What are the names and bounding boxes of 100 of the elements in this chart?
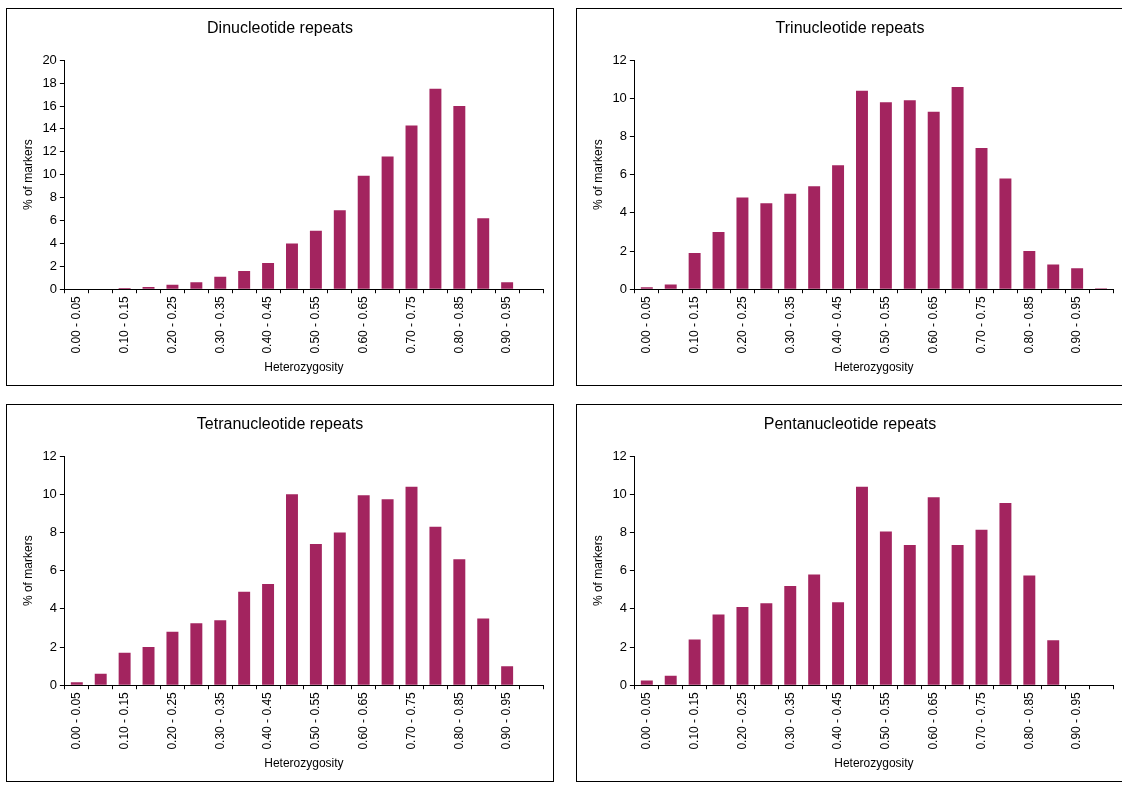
x-tick-label: 0.90 - 0.95	[1069, 295, 1084, 354]
x-tick-label: 0.60 - 0.65	[356, 295, 371, 354]
x-tick-label: 0.60 - 0.65	[926, 295, 941, 354]
bar	[142, 647, 155, 685]
bar	[1047, 640, 1060, 685]
bar	[664, 675, 677, 685]
x-tick-label: 0.70 - 0.75	[973, 691, 988, 750]
y-tick-label: 12	[42, 447, 57, 463]
bar	[309, 230, 322, 289]
y-tick-label: 4	[49, 235, 57, 250]
bar	[879, 531, 892, 685]
bar	[190, 282, 203, 289]
bar	[856, 486, 868, 685]
bar	[214, 620, 227, 685]
bar	[381, 499, 394, 685]
bar	[94, 673, 107, 685]
bar	[760, 603, 773, 685]
bar	[927, 111, 940, 289]
x-tick-label: 0.70 - 0.75	[403, 691, 418, 750]
x-axis-title: Heterozygosity	[264, 756, 344, 771]
bar	[309, 543, 322, 685]
bar	[903, 544, 916, 685]
y-tick-label: 4	[619, 600, 627, 616]
bar	[879, 102, 892, 289]
x-tick-label: 0.90 - 0.95	[499, 691, 514, 750]
bar	[736, 606, 749, 685]
x-axis-title: Heterozygosity	[264, 360, 344, 375]
x-tick-label: 0.70 - 0.75	[973, 295, 988, 354]
y-tick-label: 6	[49, 212, 57, 228]
y-tick-label: 0	[619, 676, 627, 692]
x-tick-label: 0.80 - 0.85	[1021, 295, 1036, 354]
bar	[712, 614, 725, 685]
y-tick-label: 6	[619, 166, 627, 182]
bar	[262, 584, 275, 685]
bar	[286, 494, 298, 685]
bar	[808, 186, 821, 289]
y-tick-label: 6	[49, 562, 57, 578]
bar	[405, 486, 418, 685]
x-tick-label: 0.40 - 0.45	[260, 295, 275, 354]
bar	[736, 197, 749, 289]
y-tick-label: 12	[612, 447, 627, 463]
x-tick-label: 0.20 - 0.25	[734, 295, 749, 354]
y-axis-title: % of markers	[20, 535, 35, 607]
chart-title: Pentanucleotide repeats	[763, 415, 937, 433]
bar	[214, 276, 227, 289]
x-tick-label: 0.30 - 0.35	[212, 691, 227, 750]
bar	[784, 585, 797, 685]
y-tick-label: 0	[619, 280, 627, 296]
bar	[975, 529, 988, 685]
bar	[712, 231, 725, 289]
bar	[501, 666, 514, 685]
x-tick-label: 0.80 - 0.85	[451, 691, 466, 750]
bar	[999, 502, 1012, 685]
bar	[166, 631, 179, 685]
x-tick-label: 0.40 - 0.45	[830, 295, 845, 354]
bar	[903, 100, 916, 289]
y-tick-label: 2	[49, 257, 57, 273]
bar	[190, 623, 203, 685]
bar	[688, 639, 701, 685]
bar	[501, 282, 514, 289]
bar	[453, 106, 466, 289]
y-tick-label: 2	[619, 638, 627, 654]
y-tick-label: 8	[619, 524, 627, 540]
bar	[832, 165, 845, 289]
x-tick-label: 0.00 - 0.05	[639, 691, 654, 750]
bar	[262, 262, 275, 289]
y-tick-label: 18	[42, 74, 57, 90]
bar	[333, 532, 346, 685]
x-axis-title: Heterozygosity	[834, 756, 914, 771]
bar	[1071, 268, 1084, 289]
x-tick-label: 0.30 - 0.35	[212, 295, 227, 354]
bar	[477, 618, 490, 685]
chart-title: Dinucleotide repeats	[207, 19, 353, 37]
x-tick-label: 0.40 - 0.45	[260, 691, 275, 750]
bar	[760, 203, 773, 289]
x-tick-label: 0.80 - 0.85	[1021, 691, 1036, 750]
y-tick-label: 8	[619, 128, 627, 144]
bar	[999, 178, 1012, 289]
x-tick-label: 0.80 - 0.85	[451, 295, 466, 354]
bar	[664, 284, 677, 289]
y-tick-label: 8	[49, 524, 57, 540]
x-tick-label: 0.50 - 0.55	[878, 691, 893, 750]
y-tick-label: 10	[612, 485, 627, 501]
bar	[238, 270, 251, 289]
y-tick-label: 4	[49, 600, 57, 616]
y-tick-label: 0	[49, 280, 57, 296]
x-tick-label: 0.50 - 0.55	[878, 295, 893, 354]
bar	[357, 495, 370, 685]
bar	[856, 90, 868, 289]
bar	[951, 86, 964, 289]
bar	[975, 147, 988, 289]
y-tick-label: 0	[49, 676, 57, 692]
bar	[453, 559, 466, 685]
x-tick-label: 0.60 - 0.65	[926, 691, 941, 750]
x-tick-label: 0.90 - 0.95	[1069, 691, 1084, 750]
bar	[477, 218, 490, 289]
x-tick-label: 0.30 - 0.35	[782, 295, 797, 354]
chart-title: Trinucleotide repeats	[775, 19, 925, 37]
y-tick-label: 12	[612, 51, 627, 67]
x-tick-label: 0.20 - 0.25	[164, 691, 179, 750]
